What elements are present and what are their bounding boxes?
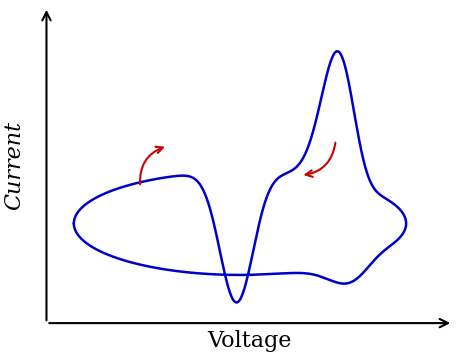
- Text: Current: Current: [3, 121, 25, 210]
- X-axis label: Voltage: Voltage: [207, 330, 291, 352]
